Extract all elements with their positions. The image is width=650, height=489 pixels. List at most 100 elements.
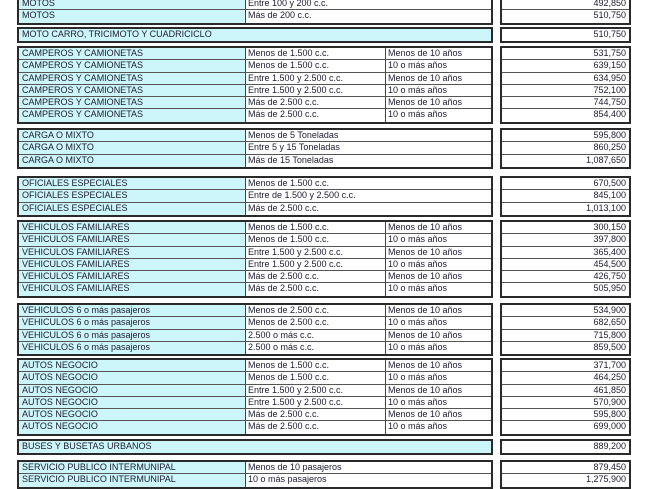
age-range: 10 o más años: [388, 258, 448, 269]
value-group: 510,750: [500, 27, 631, 44]
rate-value: 879,450: [593, 462, 626, 472]
rate-value: 744,750: [593, 97, 626, 108]
table-row: CARGA O MIXTO Más de 15 Toneladas: [19, 154, 491, 167]
rate-value: 461,850: [593, 384, 626, 395]
table-row: AUTOS NEGOCIO Entre 1.500 y 2.500 c.c. Men…: [19, 384, 491, 397]
vehicle-class: VEHICULOS FAMILIARES: [19, 271, 246, 283]
category-group: VEHICULOS FAMILIARES Menos de 1.500 c.c. M…: [17, 220, 493, 298]
age-range: Menos de 10 años: [388, 48, 463, 58]
value-row: 531,750: [502, 48, 629, 61]
age-range: 10 o más años: [388, 372, 448, 383]
vehicle-class: VEHICULOS FAMILIARES: [19, 283, 246, 296]
category-group: MOTOS Entre 100 y 200 c.c. MOTOS Más de 200…: [17, 0, 493, 25]
engine-range: Entre 1.500 y 2.500 c.c.: [246, 72, 386, 84]
rate-value: 699,000: [593, 421, 626, 432]
value-row: 889,200: [502, 441, 629, 453]
rate-value: 1,275,900: [585, 474, 626, 485]
rate-value: 845,100: [593, 190, 626, 201]
rate-value: 371,700: [593, 360, 626, 370]
table-row: VEHICULOS FAMILIARES Más de 2.500 c.c. 10 …: [19, 283, 491, 296]
vehicle-class: OFICIALES ESPECIALES: [19, 178, 246, 190]
engine-range: Más de 200 c.c.: [248, 10, 312, 21]
engine-range: Más de 2.500 c.c.: [246, 409, 386, 421]
age-range: 10 o más años: [388, 341, 448, 352]
vehicle-class: VEHICULOS FAMILIARES: [19, 258, 246, 271]
table-row: VEHICULOS FAMILIARES Entre 1.500 y 2.500 …: [19, 246, 491, 259]
rate-value: 397,800: [593, 234, 626, 245]
rate-value: 752,100: [593, 84, 626, 95]
age-range: 10 o más años: [388, 421, 448, 432]
engine-range: 10 o más pasajeros: [248, 474, 327, 485]
value-group: 595,800 860,250 1,087,650: [500, 128, 631, 169]
engine-range: Menos de 1.500 c.c.: [246, 372, 386, 384]
table-row: VEHICULOS 6 o más pasajeros Menos de 2.50…: [19, 305, 491, 318]
table-row: AUTOS NEGOCIO Menos de 1.500 c.c. Menos de…: [19, 360, 491, 373]
category-group: BUSES Y BUSETAS URBANOS: [17, 439, 493, 456]
engine-range: Menos de 5 Toneladas: [248, 130, 339, 140]
age-range: 10 o más años: [388, 234, 448, 245]
vehicle-class: AUTOS NEGOCIO: [19, 360, 246, 372]
vehicle-class: CARGA O MIXTO: [19, 154, 246, 167]
rate-value: 854,400: [593, 109, 626, 120]
vehicle-class: CAMPEROS Y CAMIONETAS: [19, 109, 246, 122]
engine-range: Entre 1.500 y 2.500 c.c.: [246, 258, 386, 271]
rate-value: 365,400: [593, 246, 626, 257]
age-range: Menos de 10 años: [388, 72, 463, 83]
engine-range: Entre 1.500 y 2.500 c.c.: [246, 246, 386, 258]
table-row: AUTOS NEGOCIO Más de 2.500 c.c. Menos de 1…: [19, 409, 491, 422]
rate-value: 300,150: [593, 222, 626, 232]
engine-range: Menos de 1.500 c.c.: [246, 360, 386, 372]
rate-value: 1,087,650: [585, 154, 626, 165]
value-row: 595,800: [502, 130, 629, 143]
rate-value: 454,500: [593, 258, 626, 269]
rate-value: 682,650: [593, 317, 626, 328]
vehicle-class: VEHICULOS 6 o más pasajeros: [19, 329, 246, 341]
vehicle-class: VEHICULOS 6 o más pasajeros: [19, 317, 246, 329]
table-row: OFICIALES ESPECIALES Entre de 1.500 y 2.5…: [19, 190, 491, 203]
table-row: SERVICIO PUBLICO INTERMUNIPAL 10 o más pa…: [19, 474, 491, 487]
engine-range: Entre 5 y 15 Toneladas: [248, 142, 340, 153]
value-group: 300,150 397,800 365,400 454,500 426,750 505,9…: [500, 220, 631, 298]
table-row: CAMPEROS Y CAMIONETAS Más de 2.500 c.c. 10…: [19, 109, 491, 122]
vehicle-class: AUTOS NEGOCIO: [19, 396, 246, 409]
rate-value: 639,150: [593, 60, 626, 71]
table-row: CAMPEROS Y CAMIONETAS Menos de 1.500 c.c.…: [19, 60, 491, 73]
table-row: VEHICULOS FAMILIARES Más de 2.500 c.c. Men…: [19, 271, 491, 284]
table-row: CAMPEROS Y CAMIONETAS Entre 1.500 y 2.500…: [19, 72, 491, 85]
rate-value: 634,950: [593, 72, 626, 83]
vehicle-class: MOTOS: [19, 0, 246, 10]
table-row: VEHICULOS FAMILIARES Menos de 1.500 c.c. 1…: [19, 234, 491, 247]
table-row: MOTOS Entre 100 y 200 c.c.: [19, 0, 491, 11]
rate-value: 595,800: [593, 130, 626, 140]
vehicle-class: VEHICULOS 6 o más pasajeros: [19, 305, 246, 317]
engine-range: Menos de 1.500 c.c.: [246, 222, 386, 234]
rate-value: 889,200: [593, 441, 626, 451]
value-row: 715,800: [502, 330, 629, 342]
value-group: 889,200: [500, 439, 631, 456]
engine-range: Más de 2.500 c.c.: [248, 202, 320, 213]
table-row: OFICIALES ESPECIALES Menos de 1.500 c.c.: [19, 178, 491, 191]
value-row: 365,400: [502, 247, 629, 259]
engine-range: Más de 2.500 c.c.: [246, 109, 386, 122]
table-row: BUSES Y BUSETAS URBANOS: [19, 441, 491, 454]
rate-value: 859,500: [593, 341, 626, 352]
vehicle-class: SERVICIO PUBLICO INTERMUNIPAL: [19, 474, 246, 487]
vehicle-class: CARGA O MIXTO: [19, 142, 246, 154]
value-row: 534,900: [502, 305, 629, 318]
value-row: 454,500: [502, 258, 629, 272]
value-group: 879,450 1,275,900: [500, 460, 631, 489]
engine-range: Más de 2.500 c.c.: [246, 271, 386, 283]
engine-range: Menos de 1.500 c.c.: [248, 178, 330, 188]
category-group: OFICIALES ESPECIALES Menos de 1.500 c.c. O…: [17, 176, 493, 217]
value-row: 859,500: [502, 342, 629, 354]
category-group: CAMPEROS Y CAMIONETAS Menos de 1.500 c.c.…: [17, 46, 493, 124]
age-range: Menos de 10 años: [388, 360, 463, 370]
rate-value: 426,750: [593, 271, 626, 282]
age-range: Menos de 10 años: [388, 271, 463, 282]
value-row: 860,250: [502, 142, 629, 155]
vehicle-class: MOTO CARRO, TRICIMOTO Y CUADRICICLO: [19, 29, 491, 42]
rate-value: 510,750: [593, 10, 626, 21]
value-row: 744,750: [502, 97, 629, 110]
value-group: 534,900 682,650 715,800 859,500: [500, 303, 631, 357]
value-row: 682,650: [502, 317, 629, 330]
